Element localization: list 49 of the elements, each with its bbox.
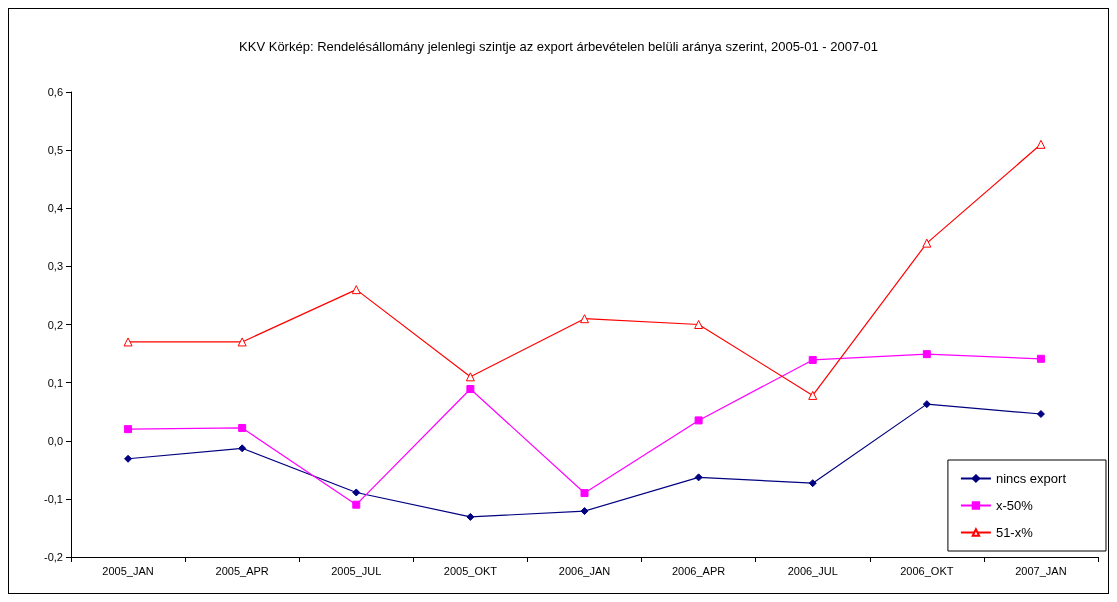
point	[124, 454, 133, 463]
x-tick-label: 2006_OKT	[900, 564, 954, 577]
point	[465, 372, 475, 382]
x-tick-label: 2006_JAN	[558, 564, 611, 577]
y-tick-label: -0,1	[44, 492, 63, 505]
y-tick-label: 0,0	[47, 434, 63, 447]
chart-title: KKV Körkép: Rendelésállomány jelenlegi szintje az export árbevételen belüli aránya szerint, 2005-01 - 2007-01	[239, 39, 878, 54]
legend-label: x-50%	[995, 498, 1034, 513]
point	[922, 238, 932, 248]
y-tick-label: 0,6	[47, 86, 63, 98]
legend-label: 51-x%	[995, 525, 1034, 540]
legend-label: nincs export	[995, 471, 1067, 486]
point	[466, 385, 475, 394]
point	[238, 444, 247, 453]
point	[1036, 410, 1045, 419]
y-tick-label: -0,2	[44, 551, 63, 563]
point	[1036, 139, 1046, 149]
point	[238, 423, 247, 432]
point	[352, 488, 361, 497]
point	[123, 337, 133, 347]
x-tick-label: 2005_OKT	[443, 564, 498, 577]
point	[694, 416, 703, 425]
y-tick-label: 0,1	[47, 376, 63, 389]
point	[808, 479, 817, 488]
point	[808, 355, 817, 364]
point	[124, 425, 133, 434]
y-tick-label: 0,3	[47, 260, 63, 273]
point	[466, 512, 475, 521]
point	[580, 314, 589, 324]
y-tick-label: 0,5	[47, 144, 63, 157]
point	[922, 400, 931, 409]
x-tick-label: 2006_APR	[672, 564, 726, 577]
x-tick-label: 2006_JUL	[787, 564, 838, 577]
point	[694, 473, 703, 482]
point	[922, 350, 931, 359]
point	[694, 320, 704, 329]
x-tick-label: 2005_JUL	[331, 564, 382, 577]
x-tick-label: 2007_JAN	[1015, 564, 1067, 577]
point	[580, 507, 589, 516]
y-tick-label: 0,2	[47, 318, 63, 331]
point	[580, 489, 589, 498]
x-tick-label: 2005_APR	[215, 564, 269, 577]
point	[1036, 354, 1045, 363]
x-tick-label: 2005_JAN	[102, 564, 154, 577]
point	[352, 500, 361, 509]
point	[808, 390, 818, 400]
y-tick-label: 0,4	[47, 202, 63, 215]
point	[237, 337, 247, 347]
point	[351, 285, 361, 295]
